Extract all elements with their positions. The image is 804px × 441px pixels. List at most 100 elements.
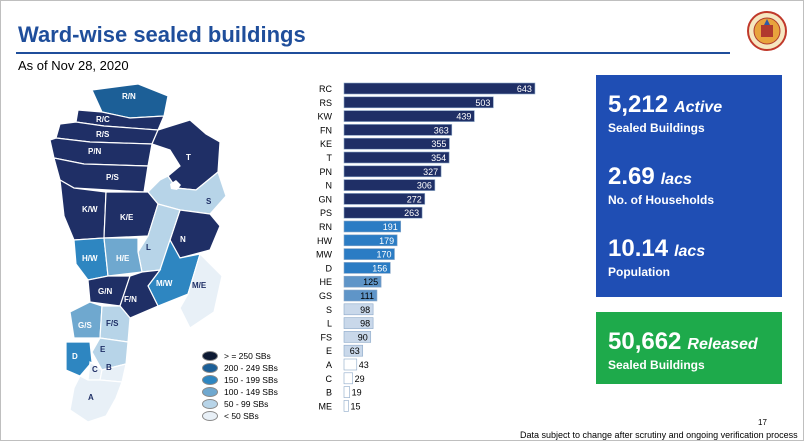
bar (343, 248, 395, 260)
bar (343, 124, 453, 136)
data-label: 355 (431, 139, 446, 149)
data-label: 29 (355, 374, 365, 384)
ward-d (65, 341, 93, 377)
ward-label-rc: R/C (96, 115, 110, 124)
legend-item: 200 - 249 SBs (202, 362, 278, 374)
legend-label: 100 - 149 SBs (224, 387, 278, 397)
ward-label-me: M/E (192, 281, 207, 290)
legend-item: 150 - 199 SBs (202, 374, 278, 386)
legend-swatch (202, 363, 218, 373)
data-label: 354 (431, 153, 446, 163)
data-label: 503 (475, 98, 490, 108)
bar (343, 206, 423, 219)
category-label: L (327, 319, 332, 329)
legend-swatch (202, 375, 218, 385)
data-label: 191 (383, 222, 398, 232)
bar (343, 137, 450, 150)
bar (343, 193, 426, 205)
ward-label-t: T (186, 153, 191, 162)
category-label: RN (319, 222, 332, 232)
category-label: S (326, 305, 332, 315)
data-label: 170 (376, 250, 391, 260)
bar (343, 96, 494, 109)
active-unit: Active (674, 99, 723, 116)
data-label: 98 (360, 319, 370, 329)
ward-fs (99, 305, 131, 343)
ward-label-n: N (180, 235, 186, 244)
category-label: PN (319, 167, 332, 177)
ward-label-ps: P/S (106, 173, 120, 182)
ward-label-l: L (146, 243, 151, 252)
legend-label: 200 - 249 SBs (224, 363, 278, 373)
category-label: RC (319, 84, 332, 94)
category-label: GN (319, 194, 333, 204)
population-unit: lacs (674, 243, 706, 260)
map-legend: > = 250 SBs 200 - 249 SBs 150 - 199 SBs … (202, 350, 278, 422)
ward-label-rn: R/N (122, 92, 136, 101)
bar (343, 179, 436, 191)
legend-swatch (202, 351, 218, 361)
data-label: 111 (360, 291, 374, 301)
bar (343, 400, 349, 412)
active-stat: 5,212 Active Sealed Buildings (608, 91, 722, 135)
category-label: FN (320, 125, 332, 135)
category-label: N (326, 181, 333, 191)
data-label: 272 (407, 194, 422, 204)
legend-swatch (202, 387, 218, 397)
ward-gs (69, 301, 103, 339)
ward-label-a: A (88, 393, 94, 402)
population-stat: 10.14 lacs Population (608, 235, 705, 279)
stats-panel: 5,212 Active Sealed Buildings 2.69 lacs No… (596, 75, 782, 297)
ward-he (103, 237, 143, 277)
data-label: 643 (517, 84, 532, 94)
page-subtitle: As of Nov 28, 2020 (18, 58, 129, 73)
ward-map: R/N R/C R/S P/N P/S T S K/W K/E N H/W H/… (49, 83, 227, 423)
data-label: 363 (434, 125, 449, 135)
ward-label-b: B (106, 363, 112, 372)
data-label: 43 (359, 360, 369, 370)
category-label: FS (320, 332, 332, 342)
municipal-seal-logo (747, 11, 787, 51)
bar (343, 262, 391, 274)
data-label: 179 (379, 236, 394, 246)
legend-label: 50 - 99 SBs (224, 399, 269, 409)
ward-label-e: E (100, 345, 106, 354)
households-label: No. of Households (608, 193, 714, 207)
category-label: B (326, 388, 332, 398)
legend-item: 50 - 99 SBs (202, 398, 278, 410)
category-label: RS (319, 98, 332, 108)
bar (343, 110, 475, 122)
category-label: PS (320, 208, 332, 218)
released-label: Sealed Buildings (608, 358, 705, 372)
bar (343, 372, 353, 385)
households-stat: 2.69 lacs No. of Households (608, 163, 714, 207)
bar (343, 165, 442, 178)
bar (343, 331, 372, 343)
data-label: 156 (372, 263, 387, 273)
category-label: GS (319, 291, 332, 301)
data-label: 439 (456, 112, 471, 122)
released-value: 50,662 (608, 328, 682, 355)
legend-label: 150 - 199 SBs (224, 375, 278, 385)
ward-label-fs: F/S (106, 319, 119, 328)
ward-label-c: C (92, 365, 98, 374)
ward-label-he: H/E (116, 254, 130, 263)
ward-s-lake (170, 180, 181, 190)
ward-label-hw: H/W (82, 254, 98, 263)
bar (343, 317, 374, 329)
ward-label-gn: G/N (98, 287, 112, 296)
bar (343, 289, 378, 302)
legend-item: 100 - 149 SBs (202, 386, 278, 398)
ward-label-ke: K/E (120, 213, 134, 222)
legend-label: > = 250 SBs (224, 351, 271, 361)
ward-label-s: S (206, 197, 212, 206)
population-value: 10.14 (608, 235, 669, 262)
bar (343, 220, 402, 233)
data-label: 90 (358, 332, 368, 342)
category-label: MW (316, 250, 332, 260)
released-unit: Released (687, 336, 758, 353)
bar (343, 344, 364, 357)
ward-label-rs: R/S (96, 130, 110, 139)
data-label: 15 (350, 401, 360, 411)
category-label: T (327, 153, 333, 163)
